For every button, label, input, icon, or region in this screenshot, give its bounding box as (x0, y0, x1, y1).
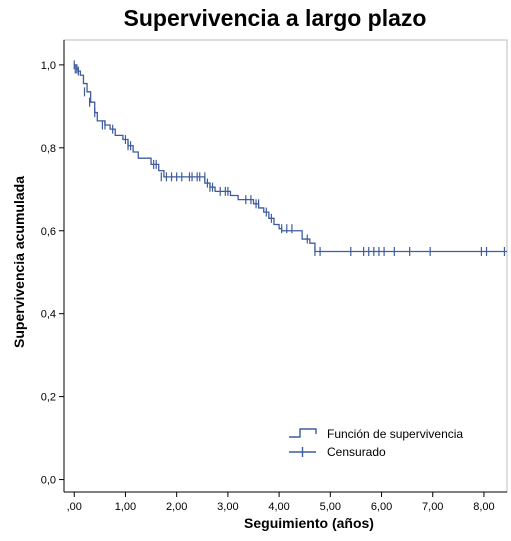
y-tick-label: 0,6 (41, 226, 56, 238)
y-axis: 0,0 0,2 0,4 0,6 0,8 1,0 (41, 40, 65, 492)
x-tick-label: 2,00 (166, 501, 187, 513)
y-axis-label: Supervivencia acumulada (11, 176, 27, 348)
x-tick-label: ,00 (67, 501, 82, 513)
x-tick-label: 5,00 (320, 501, 341, 513)
x-tick-label: 3,00 (217, 501, 238, 513)
legend-step-swatch (289, 428, 317, 438)
chart-marks (73, 60, 507, 256)
x-axis: ,00 1,00 2,00 3,00 4,00 5,00 6,00 7,00 8,00 (64, 491, 507, 513)
x-tick-label: 7,00 (422, 501, 443, 513)
y-tick-label: 0,2 (41, 392, 56, 404)
y-tick-label: 0,4 (41, 309, 56, 321)
legend-label-survival: Función de supervivencia (327, 427, 463, 441)
plot-frame (63, 39, 508, 493)
y-tick-label: 0,0 (41, 475, 56, 487)
x-tick-label: 1,00 (115, 501, 136, 513)
legend-label-censored: Censurado (327, 445, 386, 459)
chart-title: Supervivencia a largo plazo (124, 5, 427, 31)
x-tick-label: 6,00 (371, 501, 392, 513)
x-axis-label: Seguimiento (años) (244, 515, 374, 531)
survival-step-line (74, 64, 507, 253)
x-tick-label: 4,00 (268, 501, 289, 513)
legend: Función de supervivencia Censurado (289, 427, 463, 459)
x-tick-label: 8,00 (473, 501, 494, 513)
y-tick-label: 0,8 (41, 143, 56, 155)
y-tick-label: 1,0 (41, 60, 56, 72)
